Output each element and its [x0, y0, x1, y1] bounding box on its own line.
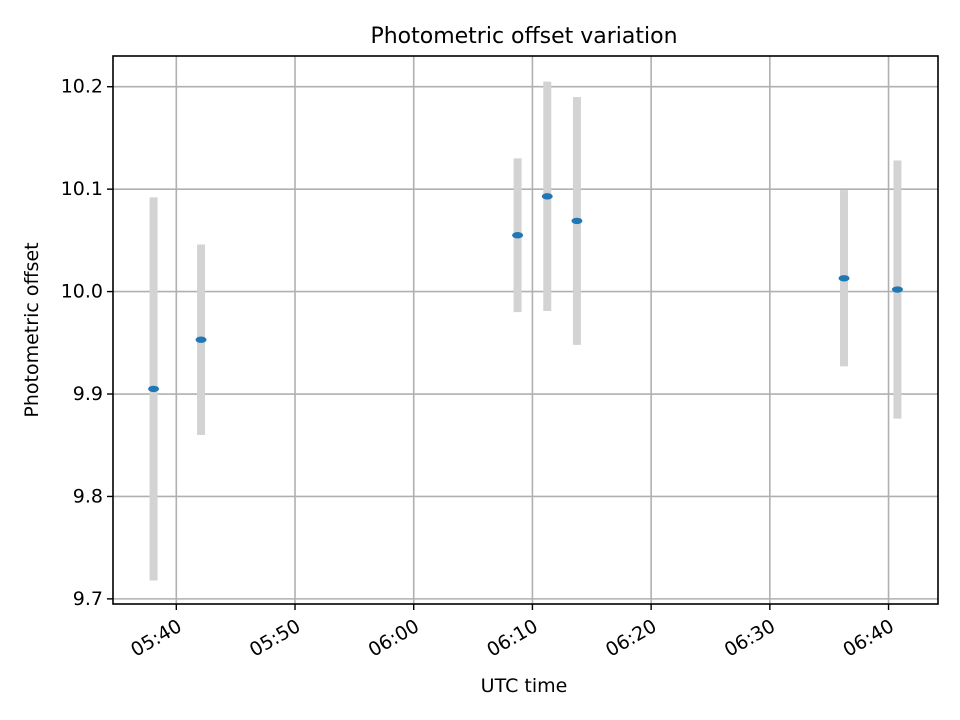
- data-point: [891, 286, 903, 293]
- data-point: [541, 193, 553, 200]
- data-point: [838, 275, 850, 282]
- axis-ticks: 05:40 05:50 06:00 06:10 06:20 06:30 06:40 9.7 9.…: [61, 76, 898, 662]
- y-tick-label: 10.1: [61, 178, 103, 200]
- x-tick-label: 06:20: [602, 615, 660, 661]
- x-tick-label: 06:10: [483, 615, 541, 661]
- plot-frame: [112, 55, 939, 605]
- x-tick-label: 05:50: [246, 615, 304, 661]
- data-series: [148, 81, 903, 581]
- grid-lines: [113, 56, 938, 604]
- data-point: [512, 232, 524, 239]
- y-tick-label: 9.7: [73, 588, 103, 610]
- x-tick-label: 06:00: [365, 615, 423, 661]
- y-tick-label: 10.2: [61, 76, 103, 98]
- data-point: [195, 336, 207, 343]
- x-tick-label: 05:40: [127, 615, 185, 661]
- x-tick-label: 06:30: [721, 615, 779, 661]
- y-tick-label: 9.8: [73, 485, 103, 507]
- y-axis-label: Photometric offset: [21, 242, 43, 417]
- y-tick-label: 9.9: [73, 383, 103, 405]
- data-point: [148, 385, 160, 393]
- x-axis-label: UTC time: [481, 675, 568, 697]
- x-tick-label: 06:40: [839, 615, 897, 661]
- chart-title: Photometric offset variation: [370, 24, 677, 49]
- data-point: [571, 217, 583, 225]
- y-tick-label: 10.0: [61, 281, 103, 303]
